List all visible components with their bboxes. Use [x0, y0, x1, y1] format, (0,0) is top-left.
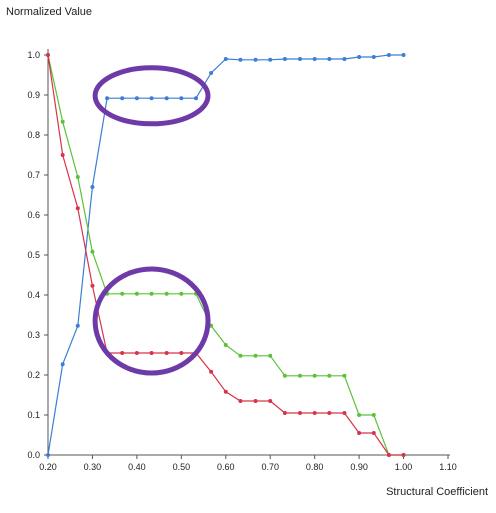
series-1-point: [90, 185, 95, 189]
x-tick-label: 0.70: [261, 462, 279, 472]
series-3-point: [371, 431, 376, 435]
x-tick-label: 0.50: [173, 462, 191, 472]
x-tick-label: 1.00: [395, 462, 413, 472]
series-line-3: [47, 54, 404, 456]
series-1-point: [238, 57, 243, 62]
series-1-point: [268, 57, 273, 62]
series-3-point: [120, 351, 125, 355]
series-2-point: [268, 353, 273, 358]
series-2-point: [342, 373, 347, 378]
series-1-point: [120, 96, 125, 101]
series-3-point: [179, 351, 184, 355]
series-1-point: [194, 96, 198, 101]
series-2-point: [312, 373, 317, 378]
series-3-point: [357, 431, 362, 435]
series-3-point: [386, 453, 391, 457]
x-tick-label: 0.60: [217, 462, 235, 472]
series-1-point: [149, 96, 154, 101]
series-2-point: [253, 353, 258, 358]
series-3-point: [401, 453, 406, 457]
series-3-point: [149, 351, 154, 355]
series-line-1: [47, 54, 404, 456]
series-3-point: [164, 351, 169, 355]
series-3-point: [90, 283, 95, 288]
y-tick-label: 0.7: [27, 170, 40, 180]
series-3-point: [60, 153, 65, 157]
series-1-point: [327, 57, 332, 61]
series-2-point: [75, 175, 80, 179]
series-3-point: [312, 411, 317, 415]
series-1-point: [386, 53, 391, 57]
series-1-point: [253, 57, 258, 62]
series-3-point: [282, 411, 287, 415]
x-tick-label: 0.40: [128, 462, 146, 472]
series-2-point: [282, 373, 287, 378]
y-tick-label: 0.0: [27, 450, 40, 460]
x-axis-title: Structural Coefficient: [386, 486, 488, 498]
series-1-point: [164, 96, 169, 101]
series-1-point: [105, 96, 110, 101]
series-3-point: [327, 411, 332, 415]
y-tick-label: 1.0: [27, 50, 40, 60]
series-2-point: [327, 373, 332, 378]
series-1-point: [282, 57, 287, 61]
y-tick-label: 0.8: [27, 130, 40, 140]
series-2-point: [164, 291, 169, 296]
x-tick-label: 0.80: [306, 462, 324, 472]
series-3-point: [75, 206, 80, 211]
y-tick-label: 0.2: [27, 370, 40, 380]
annotation-ellipse-1: [92, 65, 211, 127]
series-3-point: [209, 369, 214, 374]
y-axis-title: Normalized Value: [6, 6, 93, 18]
series-1-point: [134, 96, 139, 101]
series-2-point: [357, 413, 362, 417]
series-line-2: [47, 54, 404, 456]
series-3-point: [268, 399, 273, 403]
series-2-point: [223, 343, 228, 347]
series-3-point: [342, 411, 347, 415]
y-tick-label: 0.9: [27, 90, 40, 100]
x-tick-label: 0.90: [350, 462, 368, 472]
series-1-point: [75, 323, 80, 328]
series-3-point: [298, 411, 302, 415]
series-1-point: [312, 57, 317, 61]
series-2-point: [134, 291, 139, 296]
series-1-point: [357, 55, 362, 59]
series-3-point: [253, 399, 258, 403]
series-2-point: [298, 373, 302, 378]
x-tick-label: 0.30: [84, 462, 102, 472]
y-tick-label: 0.5: [27, 250, 40, 260]
series-3-point: [223, 389, 228, 394]
y-tick-label: 0.1: [27, 410, 40, 420]
y-tick-label: 0.4: [27, 290, 40, 300]
series-1-point: [209, 71, 214, 75]
series-2-point: [179, 291, 184, 296]
series-2-point: [149, 291, 154, 296]
series-1-point: [179, 96, 184, 101]
series-3-point: [46, 53, 50, 57]
series-2-point: [371, 413, 376, 417]
series-1-point: [298, 57, 302, 61]
series-3-point: [238, 399, 243, 403]
series-1-point: [60, 362, 65, 367]
series-2-point: [120, 291, 125, 296]
series-1-point: [401, 53, 406, 57]
series-3-point: [134, 351, 139, 355]
x-tick-label: 1.10: [439, 462, 457, 472]
series-2-point: [90, 249, 95, 254]
series-1-point: [223, 57, 228, 61]
series-1-point: [46, 453, 50, 457]
series-2-point: [238, 353, 243, 358]
y-tick-label: 0.6: [27, 210, 40, 220]
series-1-point: [371, 55, 376, 59]
series-2-point: [60, 119, 65, 124]
series-1-point: [342, 57, 347, 61]
x-tick-label: 0.20: [39, 462, 57, 472]
y-tick-label: 0.3: [27, 330, 40, 340]
annotation-ellipse-2: [92, 266, 211, 376]
